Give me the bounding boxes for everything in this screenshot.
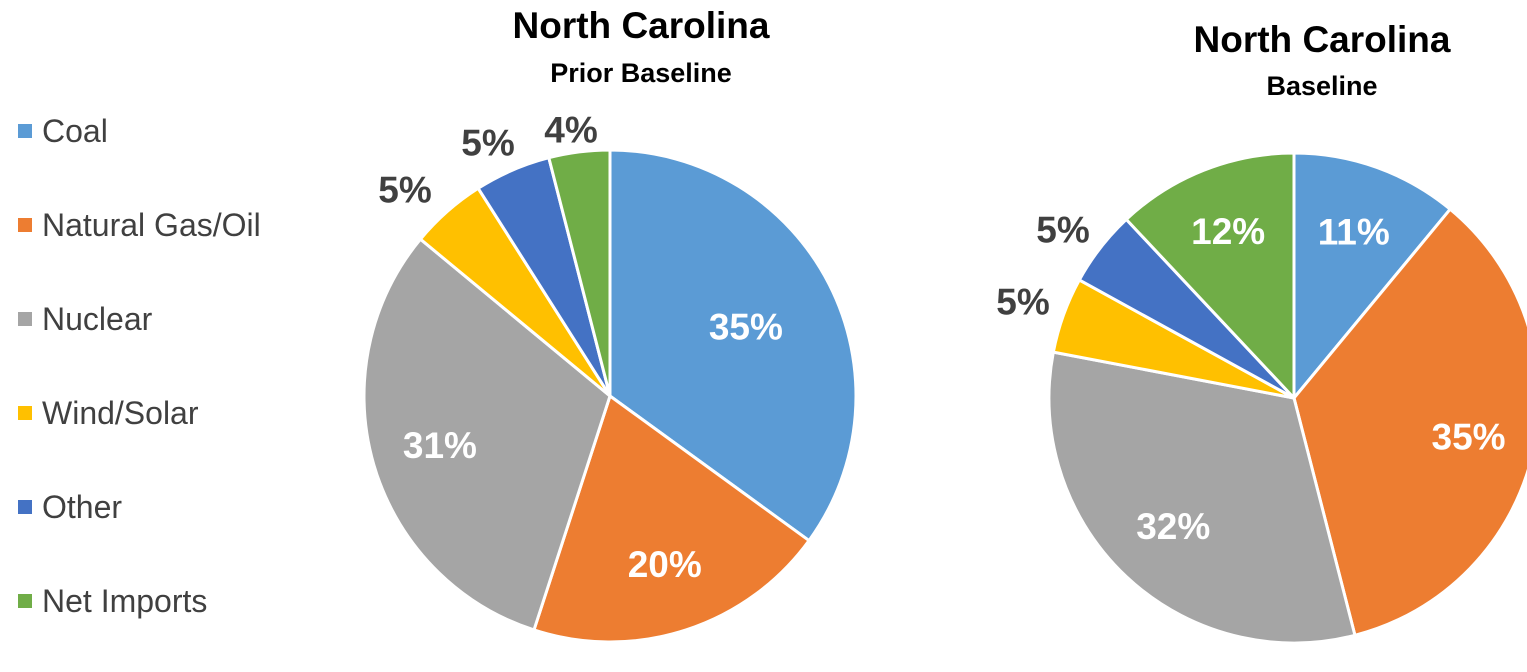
data-label-coal-prior-baseline: 35%	[709, 306, 783, 347]
chart-title-prior-baseline: North Carolina	[513, 5, 770, 46]
pie-slice-natural-gas-oil-prior-baseline	[532, 394, 811, 644]
pie-slice-coal-prior-baseline	[608, 148, 858, 543]
legend-label-net-imports: Net Imports	[42, 582, 208, 619]
pie-labels-baseline: 11% 35% 32% 5% 5% 12%	[996, 210, 1505, 548]
legend-label-nuclear: Nuclear	[42, 300, 153, 337]
pie-charts-canvas: North Carolina Prior Baseline 35% 20% 31% 5…	[362, 5, 1527, 645]
legend-item-nuclear: Nuclear	[18, 296, 261, 342]
pie-slice-net-imports-prior-baseline	[547, 148, 612, 398]
data-label-nuclear-prior-baseline: 31%	[403, 425, 477, 466]
pie-slices-prior-baseline	[362, 148, 858, 644]
data-label-other-prior-baseline: 5%	[461, 123, 514, 164]
pie-slice-nuclear-prior-baseline	[362, 237, 612, 632]
legend-item-net-imports: Net Imports	[18, 578, 261, 624]
legend-swatch-other	[18, 500, 32, 514]
legend-label-wind-solar: Wind/Solar	[42, 394, 199, 431]
legend-swatch-coal	[18, 124, 32, 138]
data-label-natural-gas-oil-baseline: 35%	[1432, 417, 1506, 458]
legend-label-coal: Coal	[42, 112, 108, 149]
legend-swatch-wind-solar	[18, 406, 32, 420]
legend-label-natural-gas-oil: Natural Gas/Oil	[42, 206, 261, 243]
pie-labels-prior-baseline: 35% 20% 31% 5% 5% 4%	[378, 110, 783, 585]
pie-slice-nuclear-baseline	[1047, 350, 1357, 645]
legend-label-other: Other	[42, 488, 123, 525]
data-label-wind-solar-baseline: 5%	[996, 282, 1049, 323]
pie-slice-natural-gas-oil-baseline	[1292, 207, 1527, 637]
data-label-net-imports-baseline: 12%	[1191, 211, 1265, 252]
legend-item-coal: Coal	[18, 108, 261, 154]
data-label-other-baseline: 5%	[1036, 210, 1089, 251]
chart-title-baseline: North Carolina	[1194, 19, 1451, 60]
pie-slice-net-imports-baseline	[1124, 151, 1296, 400]
pie-chart-baseline: North Carolina Baseline 11% 35% 32% 5% 5% 12%	[996, 19, 1527, 645]
data-label-nuclear-baseline: 32%	[1136, 506, 1210, 547]
legend-item-other: Other	[18, 484, 261, 530]
legend-swatch-net-imports	[18, 594, 32, 608]
pie-slice-coal-baseline	[1292, 151, 1452, 400]
legend-swatch-natural-gas-oil	[18, 218, 32, 232]
data-label-wind-solar-prior-baseline: 5%	[378, 170, 431, 211]
legend-swatch-nuclear	[18, 312, 32, 326]
pie-chart-prior-baseline: North Carolina Prior Baseline 35% 20% 31% 5…	[362, 5, 858, 644]
pie-slices-baseline	[1047, 151, 1527, 645]
legend-item-wind-solar: Wind/Solar	[18, 390, 261, 436]
data-label-net-imports-prior-baseline: 4%	[544, 110, 597, 151]
data-label-coal-baseline: 11%	[1318, 212, 1390, 253]
data-label-natural-gas-oil-prior-baseline: 20%	[628, 544, 702, 585]
chart-subtitle-baseline: Baseline	[1266, 71, 1377, 101]
chart-legend: Coal Natural Gas/Oil Nuclear Wind/Solar …	[18, 108, 261, 672]
chart-subtitle-prior-baseline: Prior Baseline	[550, 58, 732, 88]
legend-item-natural-gas-oil: Natural Gas/Oil	[18, 202, 261, 248]
